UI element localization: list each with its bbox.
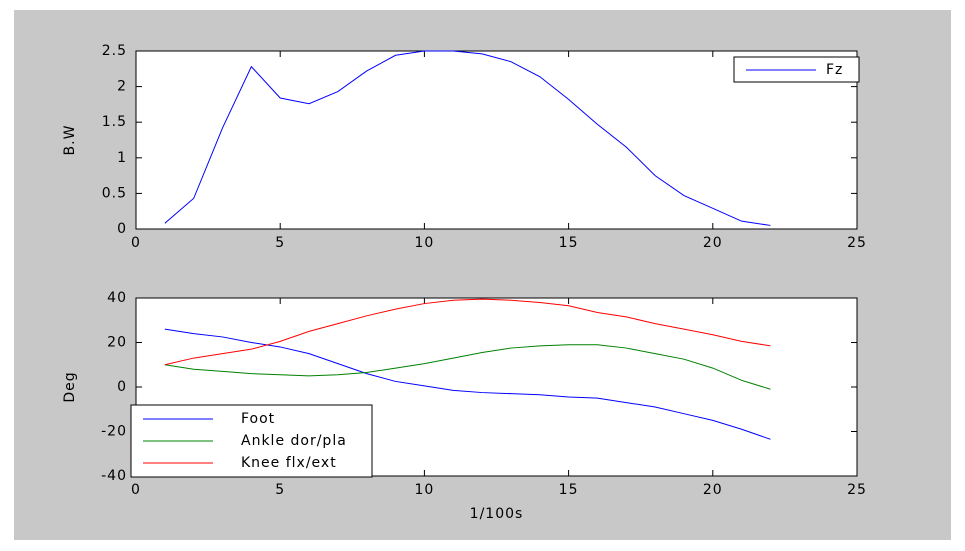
y-tick-label: 0 (117, 221, 127, 237)
data-line (164, 298, 771, 366)
x-tick-label: 0 (131, 235, 141, 251)
y-tick-label: 1.5 (102, 114, 127, 130)
x-tick-label: 5 (275, 235, 285, 251)
y-tick-label: 0.5 (102, 185, 127, 201)
y-tick-label: 40 (107, 290, 127, 306)
legend-label: Ankle dor/pla (241, 433, 347, 449)
y-tick-label: -20 (101, 424, 127, 440)
x-tick-label: 0 (131, 482, 141, 498)
x-tick-label: 25 (847, 235, 867, 251)
x-tick-label: 25 (847, 482, 867, 498)
y-tick-label: 2.5 (102, 43, 127, 59)
x-tick-label: 20 (703, 482, 723, 498)
data-line (164, 328, 771, 440)
x-tick-label: 15 (559, 235, 579, 251)
y-tick-label: 0 (117, 379, 127, 395)
y-axis-label: Deg (62, 371, 78, 402)
legend-box (130, 404, 373, 478)
legend-label: Foot (241, 411, 275, 427)
x-tick-label: 5 (275, 482, 285, 498)
y-tick-label: 1 (117, 150, 127, 166)
legend-label: Fz (826, 62, 843, 78)
x-tick-label: 15 (559, 482, 579, 498)
x-tick-label: 20 (703, 235, 723, 251)
y-tick-label: 20 (107, 335, 127, 351)
data-line (164, 344, 771, 390)
y-axis-label: B.W (62, 125, 78, 156)
data-line (164, 50, 771, 226)
y-tick-label: 2 (117, 79, 127, 95)
x-axis-label: 1/100s (470, 506, 524, 522)
legend-label: Knee flx/ext (241, 455, 337, 471)
y-tick-label: -40 (101, 468, 127, 484)
x-tick-label: 10 (414, 235, 434, 251)
x-tick-label: 10 (414, 482, 434, 498)
